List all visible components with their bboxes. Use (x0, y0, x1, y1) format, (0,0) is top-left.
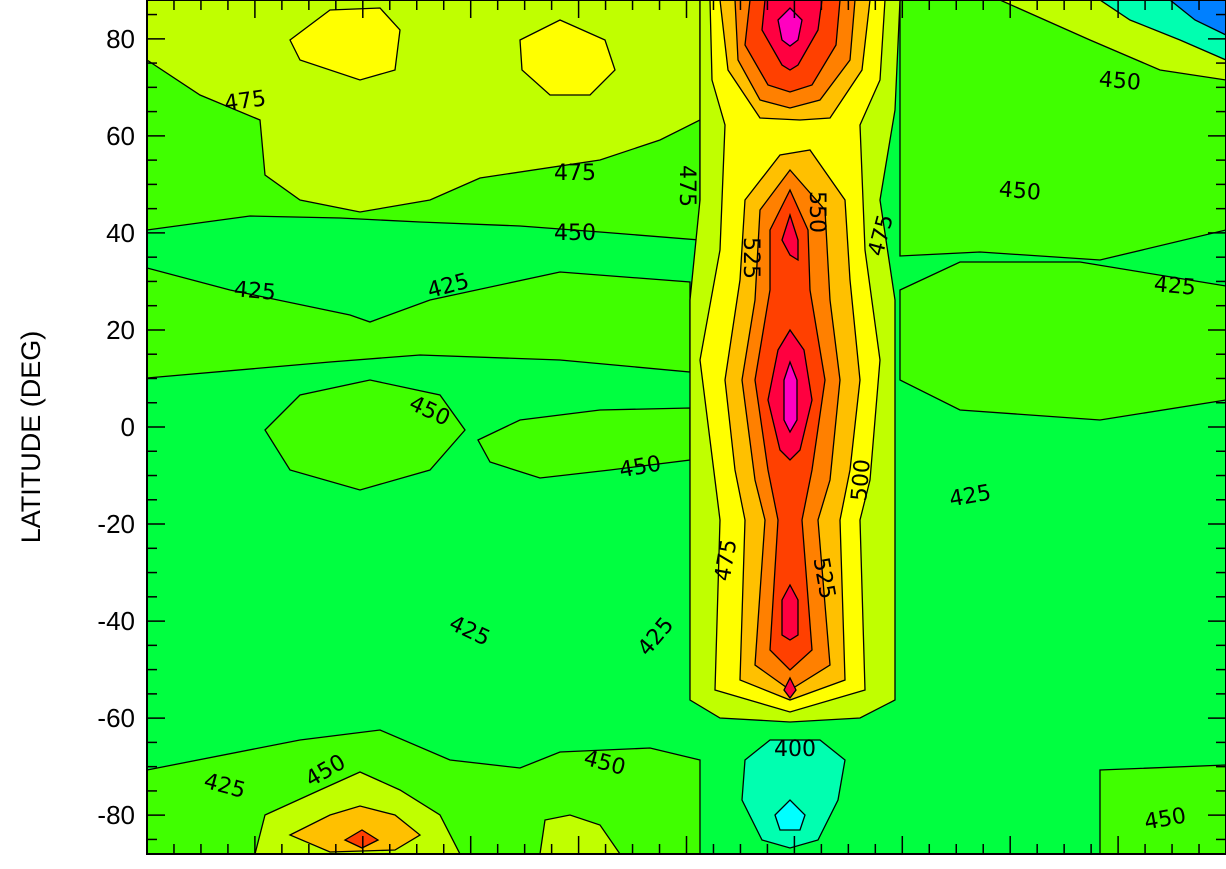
contour-label: 425 (233, 277, 277, 306)
contour-label: 525 (738, 237, 763, 279)
y-tick-label: 60 (106, 121, 135, 151)
y-axis-title: LATITUDE (DEG) (16, 331, 46, 544)
field-550-s (343, 829, 380, 849)
y-tick-label: 40 (106, 218, 135, 248)
field-500-525-n2 (519, 19, 616, 96)
y-tick-label: -40 (97, 606, 135, 636)
field-500-525-n1 (289, 7, 401, 81)
field-below-375 (774, 799, 806, 831)
contour-label: 550 (804, 191, 829, 233)
column-max (777, 7, 803, 434)
y-tick-label: -20 (97, 509, 135, 539)
field-500-525-s (288, 805, 422, 853)
field-450-475-northeast (899, 0, 1226, 261)
contour-label: 450 (554, 221, 596, 246)
x-axis-ticks (146, 0, 1226, 854)
y-tick-label: -80 (97, 800, 135, 830)
field-450-475-equator (264, 379, 466, 491)
y-tick-label: -60 (97, 703, 135, 733)
y-axis-tick-labels: 80 60 40 20 0 -20 -40 -60 -80 (97, 24, 135, 830)
field-475-500-south2 (539, 814, 621, 854)
contour-label: 475 (554, 161, 596, 186)
contour-label: 425 (1153, 272, 1197, 301)
field-ne-blue (1168, 0, 1226, 36)
column-600 (761, 0, 823, 700)
contour-label: 475 (223, 86, 268, 117)
contour-label: 450 (1098, 67, 1142, 96)
y-tick-label: 80 (106, 24, 135, 54)
contour-label: 475 (674, 165, 699, 207)
field-450-475-southeast (1099, 764, 1226, 854)
y-axis-ticks (147, 13, 1226, 841)
field-450-475-band-left (147, 267, 691, 379)
contour-label: 450 (998, 177, 1042, 206)
y-tick-label: 20 (106, 315, 135, 345)
field-375-400 (741, 739, 846, 849)
contour-fill-layers (147, 0, 1226, 854)
field-450-475-east (899, 261, 1226, 421)
y-tick-label: 0 (121, 412, 135, 442)
contour-label: 400 (774, 737, 816, 762)
contour-label: 500 (847, 458, 876, 502)
